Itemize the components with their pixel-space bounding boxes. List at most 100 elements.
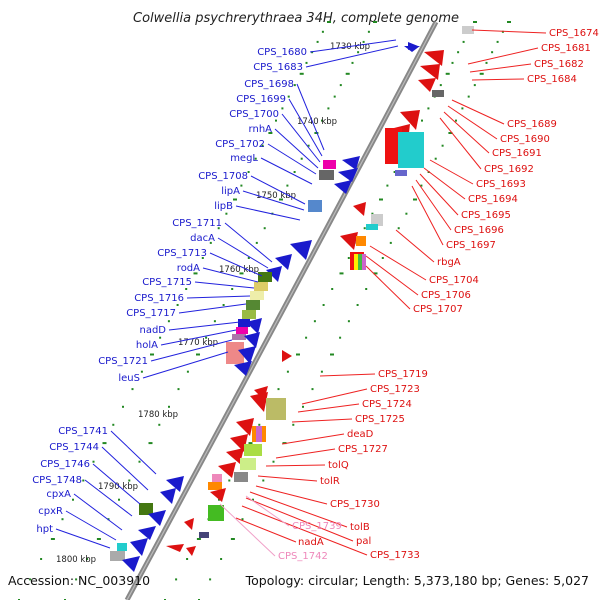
leader-line — [267, 143, 317, 175]
ring-tick — [168, 405, 170, 408]
gene-label-CPS_1708: CPS_1708 — [198, 171, 248, 182]
leader-line — [217, 237, 269, 269]
gene-label-CPS_1674: CPS_1674 — [549, 28, 599, 39]
leader-line — [467, 47, 539, 65]
gene-label-CPS_1715: CPS_1715 — [142, 277, 192, 288]
ring-tick — [217, 227, 220, 230]
gene-label-cpxR: cpxR — [38, 506, 63, 517]
ring-tick — [186, 370, 189, 373]
ring-tick — [496, 40, 499, 43]
scale-label-1770: 1770 kbp — [178, 338, 218, 348]
gene-label-holA: holA — [136, 340, 158, 351]
topology-text: Topology: circular; Length: 5,373,180 bp… — [245, 573, 589, 588]
gene-label-nadA: nadA — [298, 537, 324, 548]
gene-label-CPS_1704: CPS_1704 — [429, 275, 479, 286]
leader-line — [297, 403, 360, 413]
ring-tick — [102, 442, 107, 445]
leader-line — [415, 179, 452, 231]
leader-line — [471, 29, 547, 34]
gene-label-rodA: rodA — [177, 263, 200, 274]
gene-label-CPS_1742: CPS_1742 — [278, 551, 328, 562]
ring-tick — [296, 353, 300, 356]
ring-tick — [314, 132, 319, 134]
leader-line — [235, 517, 297, 543]
ring-tick — [263, 227, 266, 230]
ring-tick — [275, 119, 277, 122]
ring-tick — [148, 442, 153, 445]
ring-tick — [413, 198, 417, 201]
leader-line — [219, 503, 276, 557]
leader-line — [274, 128, 319, 169]
gene-box — [319, 170, 334, 180]
gene-label-CPS_1696: CPS_1696 — [454, 225, 504, 236]
ring-tick — [86, 558, 89, 560]
leader-line — [186, 295, 251, 299]
ring-tick — [311, 388, 314, 391]
gene-label-CPS_1683: CPS_1683 — [253, 62, 303, 73]
leader-line — [160, 329, 237, 346]
forward-strand-features — [166, 26, 474, 556]
ring-tick — [367, 30, 370, 33]
leader-line — [101, 446, 149, 491]
gene-label-CPS_1724: CPS_1724 — [362, 399, 412, 410]
ring-tick — [185, 288, 188, 290]
ring-tick — [333, 95, 336, 98]
gene-label-CPS_1717: CPS_1717 — [126, 308, 176, 319]
gene-box — [244, 444, 262, 456]
gene-box — [358, 254, 362, 270]
gene-box — [323, 160, 336, 169]
ring-tick — [421, 119, 423, 122]
leader-line — [245, 497, 354, 542]
gene-arrow — [275, 254, 292, 270]
leader-line — [84, 479, 133, 517]
gene-label-CPS_1748: CPS_1748 — [32, 475, 82, 486]
leader-line — [235, 205, 301, 221]
gene-arrow — [138, 526, 156, 540]
ring-tick — [247, 257, 250, 259]
scale-label-1800: 1800 kbp — [56, 555, 96, 565]
gene-box — [238, 319, 250, 327]
leader-line — [110, 430, 157, 475]
gene-arrow — [218, 462, 236, 478]
ring-tick — [479, 72, 484, 75]
ring-tick — [128, 479, 131, 482]
ring-tick — [347, 257, 350, 259]
gene-label-CPS_1719: CPS_1719 — [378, 369, 428, 380]
gene-box — [395, 170, 407, 176]
gene-label-CPS_1680: CPS_1680 — [257, 47, 307, 58]
ring-tick — [339, 84, 342, 87]
gene-box — [117, 543, 127, 551]
ring-tick — [233, 198, 237, 201]
ring-tick — [363, 227, 366, 230]
ring-tick — [473, 84, 476, 87]
gene-arrow — [238, 346, 256, 364]
gene-label-CPS_1721: CPS_1721 — [98, 356, 148, 367]
ring-tick — [501, 30, 504, 33]
gene-label-rbgA: rbgA — [437, 257, 461, 268]
ring-tick — [248, 442, 253, 445]
gene-label-leuS: leuS — [118, 373, 140, 384]
gene-label-tolB: tolB — [350, 522, 370, 533]
gene-arrow — [226, 448, 244, 464]
gene-label-CPS_1692: CPS_1692 — [484, 164, 534, 175]
leader-line — [65, 510, 117, 541]
gene-label-CPS_1707: CPS_1707 — [413, 304, 463, 315]
gene-label-CPS_1693: CPS_1693 — [476, 179, 526, 190]
gene-label-nadD: nadD — [139, 325, 166, 336]
map-title: Colwellia psychrerythraea 34H, complete … — [133, 11, 459, 26]
ring-tick — [196, 538, 201, 540]
gene-label-pal: pal — [356, 536, 371, 547]
ring-tick — [205, 336, 208, 339]
ring-tick — [176, 304, 179, 306]
reverse-strand-features — [110, 42, 420, 572]
leader-line — [319, 373, 376, 377]
leader-line — [369, 245, 427, 281]
gene-label-hpt: hpt — [36, 524, 53, 535]
ring-tick — [50, 538, 55, 540]
gene-label-CPS_1716: CPS_1716 — [134, 293, 184, 304]
leader-line — [224, 222, 273, 263]
gene-arrow — [236, 418, 254, 436]
ring-tick — [279, 198, 283, 201]
leader-line — [178, 303, 247, 314]
